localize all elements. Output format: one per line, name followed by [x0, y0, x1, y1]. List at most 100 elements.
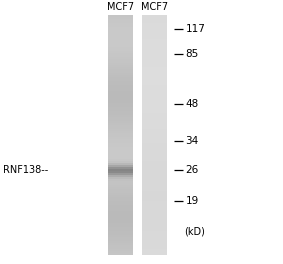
Bar — [108, 171, 133, 173]
Bar — [142, 229, 167, 231]
Bar — [142, 143, 167, 145]
Bar — [108, 237, 133, 239]
Bar — [142, 41, 167, 43]
Bar — [142, 189, 167, 191]
Bar — [142, 31, 167, 32]
Text: 26: 26 — [185, 165, 199, 175]
Bar — [108, 149, 133, 151]
Bar — [142, 203, 167, 205]
Bar — [108, 98, 133, 101]
Bar — [142, 97, 167, 98]
Bar — [108, 107, 133, 109]
Bar — [142, 253, 167, 255]
Bar — [108, 195, 133, 197]
Bar — [108, 60, 133, 63]
Bar — [108, 65, 133, 67]
Bar — [142, 122, 167, 125]
Bar — [108, 32, 133, 35]
Bar — [142, 45, 167, 46]
Text: MCF7: MCF7 — [141, 2, 168, 12]
Bar — [108, 122, 133, 125]
Bar — [142, 187, 167, 189]
Bar — [108, 70, 133, 73]
Bar — [142, 129, 167, 131]
Bar — [108, 205, 133, 207]
Bar — [108, 105, 133, 107]
Bar — [108, 253, 133, 255]
Bar — [108, 221, 133, 223]
Bar — [142, 131, 167, 133]
Bar — [142, 181, 167, 183]
Bar — [142, 15, 167, 17]
Bar — [142, 235, 167, 237]
Bar — [108, 55, 133, 56]
Bar — [142, 167, 167, 169]
Bar — [142, 111, 167, 113]
Bar — [142, 251, 167, 253]
Bar — [142, 231, 167, 233]
Bar — [108, 251, 133, 253]
Bar — [108, 201, 133, 203]
Bar — [108, 131, 133, 133]
Bar — [108, 151, 133, 153]
Bar — [142, 197, 167, 199]
Bar — [142, 239, 167, 241]
Bar — [142, 49, 167, 51]
Bar — [142, 135, 167, 137]
Bar — [142, 32, 167, 35]
Bar — [142, 219, 167, 221]
Bar — [108, 233, 133, 235]
Bar — [142, 163, 167, 165]
Bar — [142, 43, 167, 45]
Bar — [108, 41, 133, 43]
Bar — [142, 101, 167, 103]
Bar — [108, 155, 133, 157]
Bar — [142, 127, 167, 129]
Bar — [142, 193, 167, 195]
Bar — [142, 93, 167, 95]
Bar — [142, 209, 167, 211]
Bar — [108, 187, 133, 189]
Bar — [108, 203, 133, 205]
Bar — [108, 189, 133, 191]
Bar — [142, 73, 167, 74]
Bar — [142, 35, 167, 36]
Bar — [108, 50, 133, 53]
Bar — [142, 113, 167, 115]
Bar — [142, 137, 167, 139]
Bar — [142, 157, 167, 159]
Bar — [108, 209, 133, 211]
Bar — [142, 241, 167, 243]
Bar — [142, 159, 167, 161]
Bar — [108, 231, 133, 233]
Bar — [108, 87, 133, 89]
Bar — [108, 229, 133, 231]
Bar — [142, 221, 167, 223]
Bar — [108, 27, 133, 29]
Bar — [108, 173, 133, 175]
Bar — [142, 36, 167, 39]
Bar — [142, 201, 167, 203]
Bar — [108, 89, 133, 91]
Bar — [108, 25, 133, 27]
Bar — [142, 46, 167, 49]
Bar — [108, 56, 133, 59]
Bar — [142, 207, 167, 209]
Bar — [142, 237, 167, 239]
Bar — [108, 247, 133, 249]
Bar — [142, 69, 167, 70]
Bar — [108, 199, 133, 201]
Bar — [108, 53, 133, 55]
Bar — [142, 65, 167, 67]
Bar — [142, 77, 167, 79]
Bar — [142, 67, 167, 69]
Bar — [108, 147, 133, 149]
Bar — [142, 25, 167, 27]
Bar — [108, 225, 133, 227]
Bar — [108, 139, 133, 141]
Bar — [108, 153, 133, 155]
Bar — [142, 95, 167, 97]
Bar — [108, 39, 133, 41]
Bar — [108, 73, 133, 74]
Bar — [142, 55, 167, 56]
